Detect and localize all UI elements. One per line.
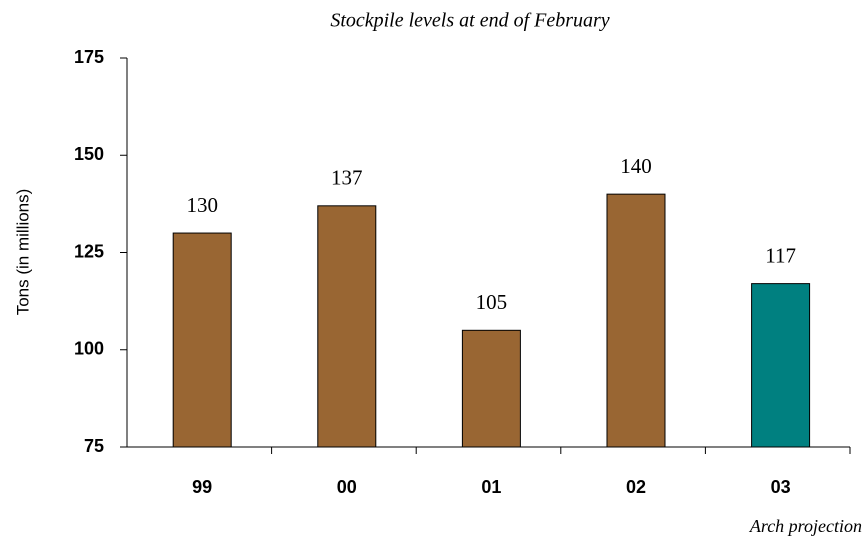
y-tick-label: 125: [74, 241, 104, 261]
data-label: 105: [476, 290, 508, 314]
y-tick-label: 100: [74, 339, 104, 359]
x-tick-label: 00: [337, 477, 357, 497]
y-tick-label: 75: [84, 436, 104, 456]
x-tick-label: 02: [626, 477, 646, 497]
y-axis-label: Tons (in millions): [13, 189, 32, 316]
bar: [172, 232, 232, 448]
bar: [461, 329, 521, 448]
data-label: 137: [331, 166, 363, 190]
chart-title: Stockpile levels at end of February: [330, 10, 609, 32]
y-tick-label: 175: [74, 47, 104, 67]
data-label: 140: [620, 154, 652, 178]
bar: [751, 283, 811, 448]
x-tick-label: 01: [481, 477, 501, 497]
x-tick-label: 03: [771, 477, 791, 497]
bar: [317, 205, 377, 448]
data-label: 130: [186, 193, 218, 217]
x-tick-label: 99: [192, 477, 212, 497]
data-label: 117: [765, 243, 796, 267]
annotation: Arch projection: [749, 516, 862, 536]
y-tick-label: 150: [74, 144, 104, 164]
bar: [606, 193, 666, 448]
